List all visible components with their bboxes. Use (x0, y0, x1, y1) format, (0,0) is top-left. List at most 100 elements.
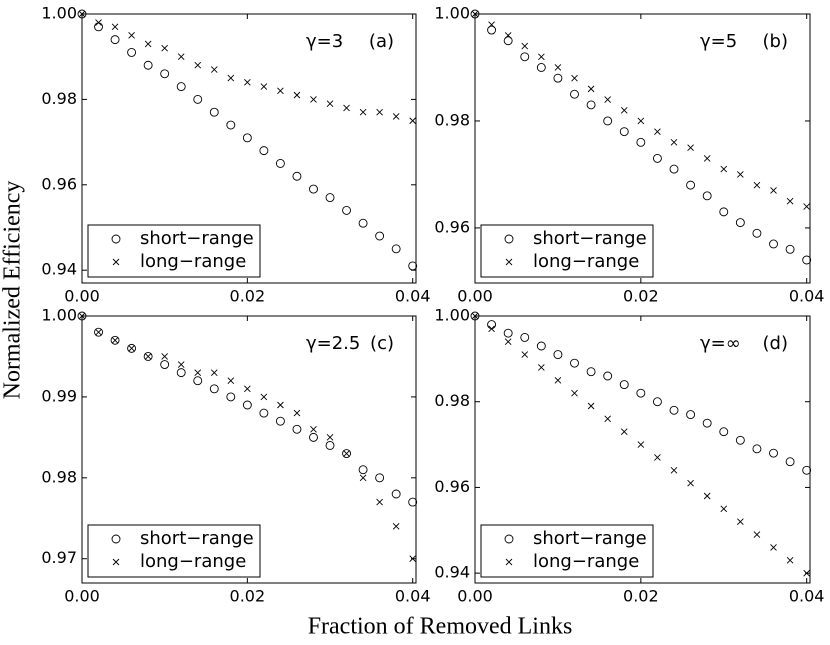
y-axis-label: Normalized Efficiency (0, 181, 26, 400)
point (242, 133, 252, 143)
point (160, 69, 170, 79)
point (176, 368, 186, 378)
point (359, 108, 367, 116)
panel: 0.00 0.02 0.04 0.97 0.98 0.99 1.00 short−rangel… (41, 306, 430, 606)
point (77, 9, 87, 19)
point (275, 158, 285, 168)
y-tick-label: 0.98 (434, 391, 470, 410)
point (94, 22, 103, 32)
point (586, 100, 596, 110)
point (487, 25, 497, 35)
point (110, 35, 120, 45)
point (669, 405, 679, 415)
point (587, 85, 595, 93)
panel-label: (d) (763, 333, 788, 354)
point (503, 36, 513, 46)
point (292, 171, 302, 181)
point (571, 389, 578, 397)
point (161, 353, 168, 360)
point (686, 180, 696, 190)
point (654, 128, 661, 135)
point (375, 231, 385, 241)
point (94, 327, 103, 337)
point (554, 64, 562, 71)
point (488, 21, 495, 29)
point (309, 432, 318, 442)
point (719, 427, 729, 437)
y-tick-label: 1.00 (434, 306, 470, 325)
point (786, 197, 794, 205)
point (358, 465, 368, 475)
point (603, 116, 613, 126)
point (310, 425, 317, 433)
point (670, 139, 678, 146)
point (111, 23, 119, 31)
point (737, 171, 744, 178)
y-tick-label: 0.98 (41, 89, 77, 108)
legend-box (480, 224, 654, 278)
point (802, 465, 812, 475)
point (343, 450, 350, 457)
point (292, 424, 302, 434)
point (375, 473, 385, 483)
y-tick-label: 0.96 (434, 477, 470, 496)
point (636, 137, 646, 147)
point (752, 228, 762, 238)
x-tick-label: 0.04 (395, 587, 431, 606)
x-tick-label: 0.00 (64, 287, 100, 306)
point (785, 457, 795, 467)
point (587, 402, 595, 410)
point (144, 353, 152, 360)
panel: 0.00 0.02 0.04 0.96 0.98 1.00 short−rangelong−… (434, 4, 824, 306)
point (409, 117, 417, 125)
point (260, 393, 268, 401)
point (487, 320, 497, 330)
point (143, 60, 153, 70)
point (802, 255, 812, 265)
point (719, 207, 729, 217)
y-tick-label: 0.98 (434, 110, 470, 129)
point (310, 96, 317, 103)
point (554, 376, 562, 384)
legend-box (87, 224, 261, 278)
point (536, 341, 546, 351)
point (686, 410, 696, 420)
point (521, 42, 529, 50)
point (620, 106, 628, 114)
annotation: γ=∞ (700, 333, 741, 354)
point (720, 505, 728, 513)
point (293, 409, 301, 417)
point (553, 350, 563, 360)
legend-box (480, 524, 654, 578)
point (177, 53, 185, 61)
y-tick-label: 0.94 (41, 260, 77, 279)
panel-label: (c) (370, 333, 394, 354)
point (193, 94, 203, 104)
point (259, 146, 269, 156)
point (160, 360, 170, 369)
point (194, 61, 202, 69)
panel: 0.00 0.02 0.04 0.94 0.96 0.98 1.00 short−rangel… (41, 4, 430, 306)
point (95, 19, 102, 26)
point (227, 74, 235, 82)
legend-label: long−range (140, 551, 246, 572)
point (326, 434, 334, 441)
legend-marker (504, 234, 514, 244)
point (78, 10, 86, 18)
legend-label: long−range (533, 251, 639, 272)
x-tick-label: 0.02 (623, 287, 659, 306)
point (259, 408, 269, 418)
point (753, 181, 761, 189)
point (342, 205, 352, 215)
x-axis-label: Fraction of Removed Links (308, 614, 573, 640)
point (670, 466, 678, 474)
point (737, 518, 744, 526)
point (785, 244, 795, 254)
point (470, 9, 480, 19)
point (244, 385, 251, 393)
point (325, 441, 335, 450)
point (470, 311, 480, 321)
legend-label: short−range (140, 528, 254, 549)
point (703, 155, 711, 162)
point (209, 384, 219, 394)
